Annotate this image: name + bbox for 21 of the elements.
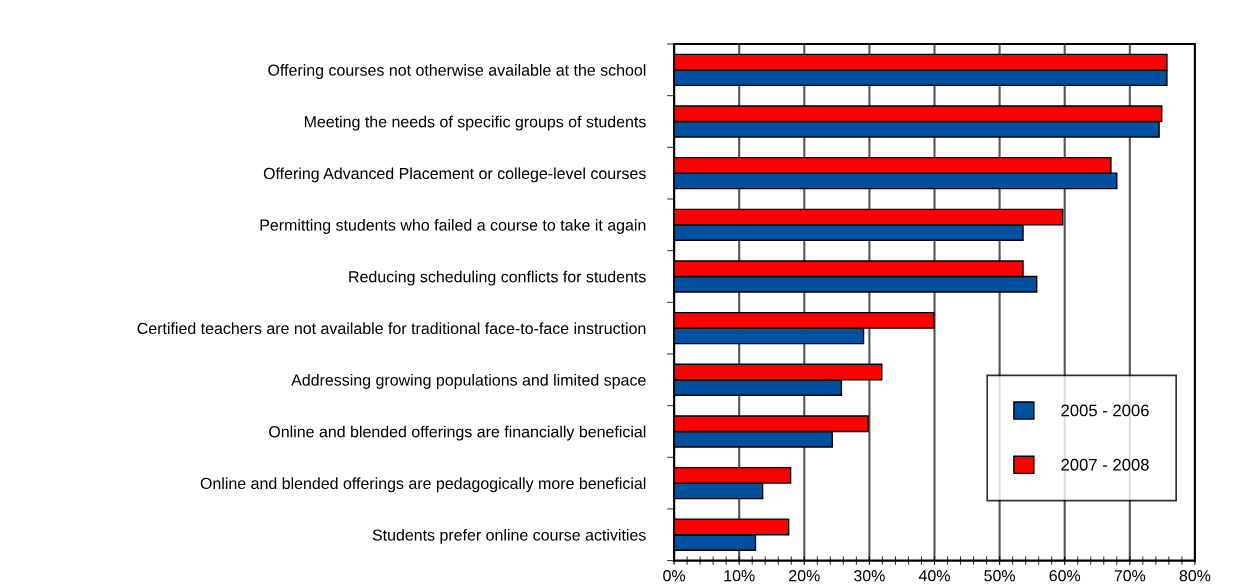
y-tick-label: Students prefer online course activities (372, 528, 646, 544)
x-tick-label: 20% (789, 570, 820, 582)
legend-label: 2007 - 2008 (1061, 458, 1149, 471)
x-tick-label: 60% (1049, 570, 1081, 582)
x-tick-label: 10% (724, 570, 755, 582)
x-tick-label: 50% (984, 570, 1016, 582)
y-tick-label: Offering Advanced Placement or college-level courses (263, 167, 646, 183)
y-tick-label: Reducing scheduling conflicts for students (349, 270, 646, 286)
y-tick-label: Meeting the needs of specific groups of students (304, 115, 646, 131)
y-tick-label: Permitting students who failed a course to take it again (260, 219, 646, 234)
x-tick-label: 0% (663, 570, 686, 582)
x-tick-label: 70% (1114, 570, 1146, 582)
x-tick-label: 40% (918, 570, 950, 582)
y-tick-label: Addressing growing populations and limited space (291, 374, 646, 389)
y-tick-label: Online and blended offerings are pedagogically more beneficial (200, 477, 646, 493)
x-tick-label: 30% (854, 570, 885, 582)
legend-label: 2005 - 2006 (1061, 404, 1149, 417)
y-tick-label: Online and blended offerings are financially beneficial (269, 425, 646, 441)
y-tick-label: Certified teachers are not available for traditional face-to-face instruction (137, 322, 646, 335)
x-tick-label: 80% (1179, 570, 1211, 582)
y-tick-label: Offering courses not otherwise available at the school (268, 64, 646, 79)
